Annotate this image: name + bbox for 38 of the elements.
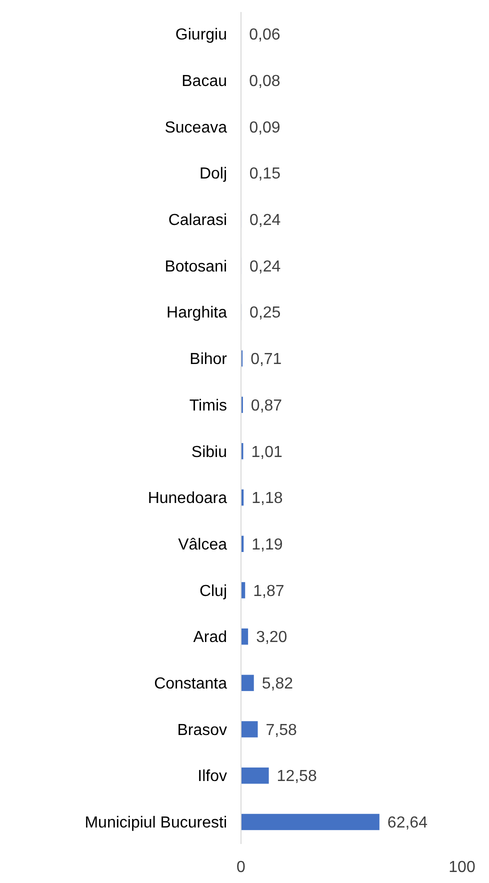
y-tick-label: Bihor [190, 351, 228, 368]
y-tick-label: Suceava [164, 119, 228, 136]
y-tick-label: Giurgiu [175, 26, 227, 44]
x-tick-label: 0 [236, 859, 246, 876]
y-tick-label: Municipiul Bucuresti [84, 814, 227, 832]
data-label: 0,06 [249, 26, 280, 44]
data-label: 0,24 [250, 258, 281, 276]
y-tick-label: Botosani [164, 258, 227, 276]
data-label: 0,25 [250, 304, 281, 322]
y-tick-label: Hunedoara [148, 490, 228, 508]
data-label: 1,01 [251, 444, 282, 461]
data-label: 0,08 [249, 72, 280, 90]
data-label: 0,15 [249, 166, 281, 183]
y-tick-label: Arad [193, 629, 227, 646]
y-tick-label: Bacau [182, 72, 227, 90]
data-label: 12,58 [276, 768, 317, 786]
data-label: 0,09 [249, 119, 280, 136]
y-tick-label: Dolj [199, 166, 227, 183]
data-label: 0,24 [250, 212, 281, 230]
y-tick-label: Harghita [166, 304, 228, 322]
y-tick-label: Timis [189, 397, 227, 414]
y-tick-label: Constanta [154, 676, 228, 693]
data-label: 0,87 [250, 397, 282, 414]
y-tick-label: Sibiu [191, 444, 227, 461]
data-label: 3,20 [256, 629, 288, 646]
data-label: 1,19 [252, 536, 283, 554]
y-tick-label: Ilfov [198, 768, 227, 786]
y-tick-label: Brasov [177, 722, 227, 739]
data-label: 0,71 [250, 351, 282, 368]
data-label: 1,18 [252, 490, 283, 508]
y-tick-label: Vâlcea [178, 536, 228, 554]
data-label: 62,64 [387, 814, 428, 832]
data-label: 7,58 [266, 722, 297, 739]
data-label: 1,87 [253, 582, 284, 600]
y-tick-label: Calarasi [168, 212, 227, 230]
x-tick-label: 100 [448, 859, 476, 876]
y-tick-label: Cluj [199, 582, 227, 600]
data-label: 5,82 [262, 676, 294, 693]
